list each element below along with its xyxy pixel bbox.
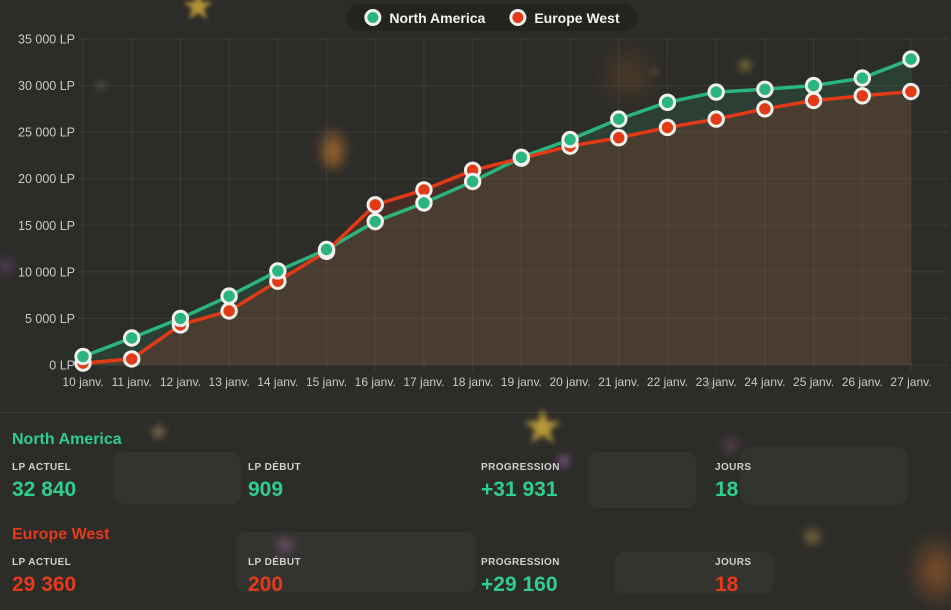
data-point[interactable] <box>415 194 433 212</box>
svg-text:27 janv.: 27 janv. <box>890 375 931 389</box>
data-point[interactable] <box>74 347 92 366</box>
data-point[interactable] <box>123 329 141 347</box>
svg-text:12 janv.: 12 janv. <box>160 375 201 389</box>
legend-label: Europe West <box>534 9 620 26</box>
svg-text:35 000 LP: 35 000 LP <box>18 33 75 47</box>
svg-text:20 janv.: 20 janv. <box>549 375 590 389</box>
data-point[interactable] <box>756 80 774 98</box>
data-point[interactable] <box>804 91 823 110</box>
data-point[interactable] <box>658 93 677 112</box>
svg-text:20 000 LP: 20 000 LP <box>18 172 75 186</box>
data-point[interactable] <box>366 196 384 214</box>
stat-lp-actuel: LP ACTUEL 32 840 <box>12 462 77 501</box>
data-point[interactable] <box>902 82 920 101</box>
data-point[interactable] <box>317 240 336 259</box>
data-point[interactable] <box>902 50 920 68</box>
section-title: Europe West <box>12 526 110 543</box>
svg-text:24 janv.: 24 janv. <box>744 375 785 389</box>
lp-progression-chart: 0 LP 5 000 LP 10 000 LP 15 000 LP 20 000 LP 2… <box>18 4 948 389</box>
svg-text:15 janv.: 15 janv. <box>306 375 347 389</box>
stat-lp-debut: LP DÉBUT 200 <box>248 557 302 596</box>
stat-lp-debut: LP DÉBUT 909 <box>248 462 302 501</box>
svg-text:17 janv.: 17 janv. <box>403 375 444 389</box>
chart-legend: North America Europe West <box>346 4 638 31</box>
stats-section-europe-west: Europe West LP ACTUEL 29 360 LP DÉBUT 20… <box>12 526 939 597</box>
data-point[interactable] <box>804 76 823 95</box>
data-point[interactable] <box>366 212 384 231</box>
svg-text:21 janv.: 21 janv. <box>598 375 639 389</box>
svg-text:5 000 LP: 5 000 LP <box>25 312 75 326</box>
svg-text:11 janv.: 11 janv. <box>112 375 152 389</box>
data-point[interactable] <box>707 110 725 128</box>
data-point[interactable] <box>561 130 579 149</box>
data-point[interactable] <box>269 262 287 280</box>
data-point[interactable] <box>463 172 482 191</box>
svg-text:16 janv.: 16 janv. <box>355 375 396 389</box>
svg-text:15 000 LP: 15 000 LP <box>18 219 75 233</box>
svg-text:10 janv.: 10 janv. <box>62 375 103 389</box>
stats-panel: North America LP ACTUEL 32 840 LP DÉBUT … <box>12 431 939 597</box>
data-point[interactable] <box>658 118 677 137</box>
svg-text:14 janv.: 14 janv. <box>257 375 298 389</box>
north-america-marker-icon <box>364 9 382 26</box>
stat-progression: PROGRESSION +29 160 <box>481 557 560 596</box>
svg-text:13 janv.: 13 janv. <box>209 375 250 389</box>
data-point[interactable] <box>853 69 871 87</box>
lp-chart-canvas: 0 LP 5 000 LP 10 000 LP 15 000 LP 20 000 LP 2… <box>18 33 948 389</box>
svg-text:19 janv.: 19 janv. <box>501 375 542 389</box>
legend-item-north-america[interactable]: North America <box>364 9 485 26</box>
data-point[interactable] <box>123 350 141 368</box>
legend-label: North America <box>389 9 486 26</box>
data-point[interactable] <box>171 309 190 328</box>
svg-text:0 LP: 0 LP <box>49 359 75 373</box>
svg-text:25 000 LP: 25 000 LP <box>18 126 75 140</box>
data-point[interactable] <box>220 302 238 320</box>
data-point[interactable] <box>220 287 238 305</box>
svg-text:22 janv.: 22 janv. <box>647 375 688 389</box>
section-title: North America <box>12 431 122 448</box>
stat-progression: PROGRESSION +31 931 <box>481 462 560 501</box>
svg-text:26 janv.: 26 janv. <box>842 375 883 389</box>
data-point[interactable] <box>756 100 774 118</box>
data-point[interactable] <box>707 83 725 101</box>
stat-jours: JOURS 18 <box>715 462 752 501</box>
section-divider <box>0 412 951 413</box>
svg-text:23 janv.: 23 janv. <box>696 375 737 389</box>
svg-text:30 000 LP: 30 000 LP <box>18 79 75 93</box>
data-point[interactable] <box>853 87 871 105</box>
svg-text:18 janv.: 18 janv. <box>452 375 493 389</box>
legend-item-europe-west[interactable]: Europe West <box>509 9 620 26</box>
svg-text:25 janv.: 25 janv. <box>793 375 834 389</box>
data-point[interactable] <box>610 129 628 147</box>
stats-section-north-america: North America LP ACTUEL 32 840 LP DÉBUT … <box>12 431 939 502</box>
stat-lp-actuel: LP ACTUEL 29 360 <box>12 557 77 596</box>
data-point[interactable] <box>512 148 531 166</box>
stat-jours: JOURS 18 <box>715 557 752 596</box>
europe-west-marker-icon <box>509 9 527 26</box>
data-point[interactable] <box>610 110 628 128</box>
svg-text:10 000 LP: 10 000 LP <box>18 265 75 279</box>
